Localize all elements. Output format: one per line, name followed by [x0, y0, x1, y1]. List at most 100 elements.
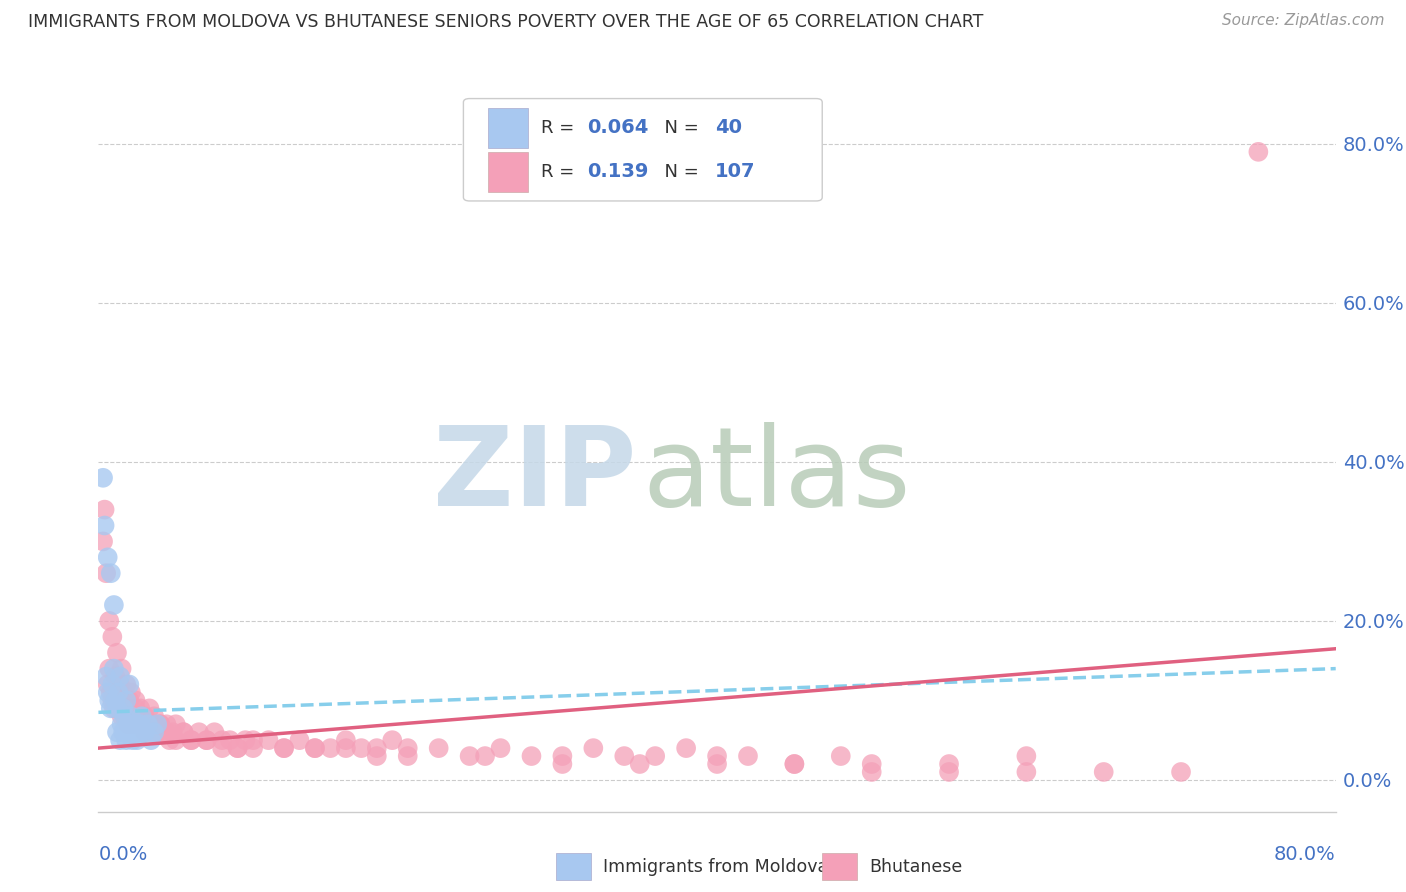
Point: [180, 733, 202, 747]
Point: [273, 741, 295, 756]
Point: [105, 646, 128, 660]
Text: R =: R =: [541, 119, 581, 136]
Point: [204, 725, 226, 739]
Point: [396, 741, 419, 756]
Point: [121, 709, 143, 723]
Point: [366, 749, 388, 764]
Point: [111, 709, 134, 723]
Point: [118, 693, 141, 707]
Text: N =: N =: [652, 119, 704, 136]
Point: [335, 741, 357, 756]
Point: [180, 733, 202, 747]
Point: [173, 725, 195, 739]
Point: [613, 749, 636, 764]
Point: [127, 717, 149, 731]
Point: [1015, 764, 1038, 779]
Text: 0.064: 0.064: [588, 119, 648, 137]
FancyBboxPatch shape: [823, 854, 856, 880]
Point: [257, 733, 280, 747]
Point: [105, 725, 128, 739]
Point: [675, 741, 697, 756]
Text: N =: N =: [652, 162, 704, 181]
Text: 40: 40: [714, 119, 741, 137]
Point: [127, 733, 149, 747]
Point: [458, 749, 481, 764]
Point: [100, 701, 122, 715]
Point: [211, 741, 233, 756]
Point: [131, 717, 153, 731]
Text: ZIP: ZIP: [433, 422, 637, 529]
Point: [273, 741, 295, 756]
Text: atlas: atlas: [643, 422, 911, 529]
Point: [111, 717, 134, 731]
Point: [128, 725, 150, 739]
Point: [101, 677, 124, 691]
Point: [139, 725, 162, 739]
Point: [97, 685, 120, 699]
Point: [319, 741, 342, 756]
Point: [100, 566, 122, 581]
Point: [103, 701, 125, 715]
Point: [644, 749, 666, 764]
Point: [128, 709, 150, 723]
Point: [105, 701, 128, 715]
Point: [100, 685, 122, 699]
Point: [211, 733, 233, 747]
Point: [304, 741, 326, 756]
Point: [114, 709, 136, 723]
Point: [115, 677, 138, 691]
Point: [114, 709, 136, 723]
Point: [152, 725, 174, 739]
Text: 0.139: 0.139: [588, 162, 648, 181]
Point: [165, 717, 187, 731]
Point: [235, 733, 257, 747]
Point: [1170, 764, 1192, 779]
Point: [120, 685, 142, 699]
Point: [134, 725, 156, 739]
Point: [97, 550, 120, 565]
Point: [143, 725, 166, 739]
Text: R =: R =: [541, 162, 581, 181]
Point: [1247, 145, 1270, 159]
Point: [93, 502, 115, 516]
Point: [165, 733, 187, 747]
Point: [91, 471, 114, 485]
Point: [139, 733, 162, 747]
FancyBboxPatch shape: [488, 108, 527, 148]
Point: [938, 757, 960, 772]
Point: [91, 534, 114, 549]
Point: [335, 733, 357, 747]
FancyBboxPatch shape: [488, 152, 527, 192]
Point: [706, 749, 728, 764]
Point: [489, 741, 512, 756]
Point: [101, 693, 124, 707]
Point: [129, 701, 152, 715]
Point: [117, 717, 139, 731]
Point: [112, 725, 135, 739]
Point: [860, 757, 883, 772]
Point: [219, 733, 242, 747]
Point: [104, 669, 127, 683]
Point: [117, 717, 139, 731]
Point: [582, 741, 605, 756]
Point: [124, 725, 146, 739]
Point: [121, 725, 143, 739]
Point: [155, 717, 177, 731]
Point: [830, 749, 852, 764]
Point: [96, 566, 118, 581]
Point: [242, 741, 264, 756]
Point: [96, 669, 118, 683]
Point: [162, 725, 184, 739]
FancyBboxPatch shape: [464, 99, 823, 201]
Point: [124, 693, 146, 707]
Point: [136, 717, 159, 731]
Point: [115, 701, 138, 715]
Point: [122, 717, 145, 731]
Point: [136, 717, 159, 731]
Point: [551, 757, 574, 772]
Point: [122, 717, 145, 731]
Point: [226, 741, 249, 756]
Point: [108, 677, 131, 691]
Point: [118, 717, 141, 731]
Point: [155, 725, 177, 739]
